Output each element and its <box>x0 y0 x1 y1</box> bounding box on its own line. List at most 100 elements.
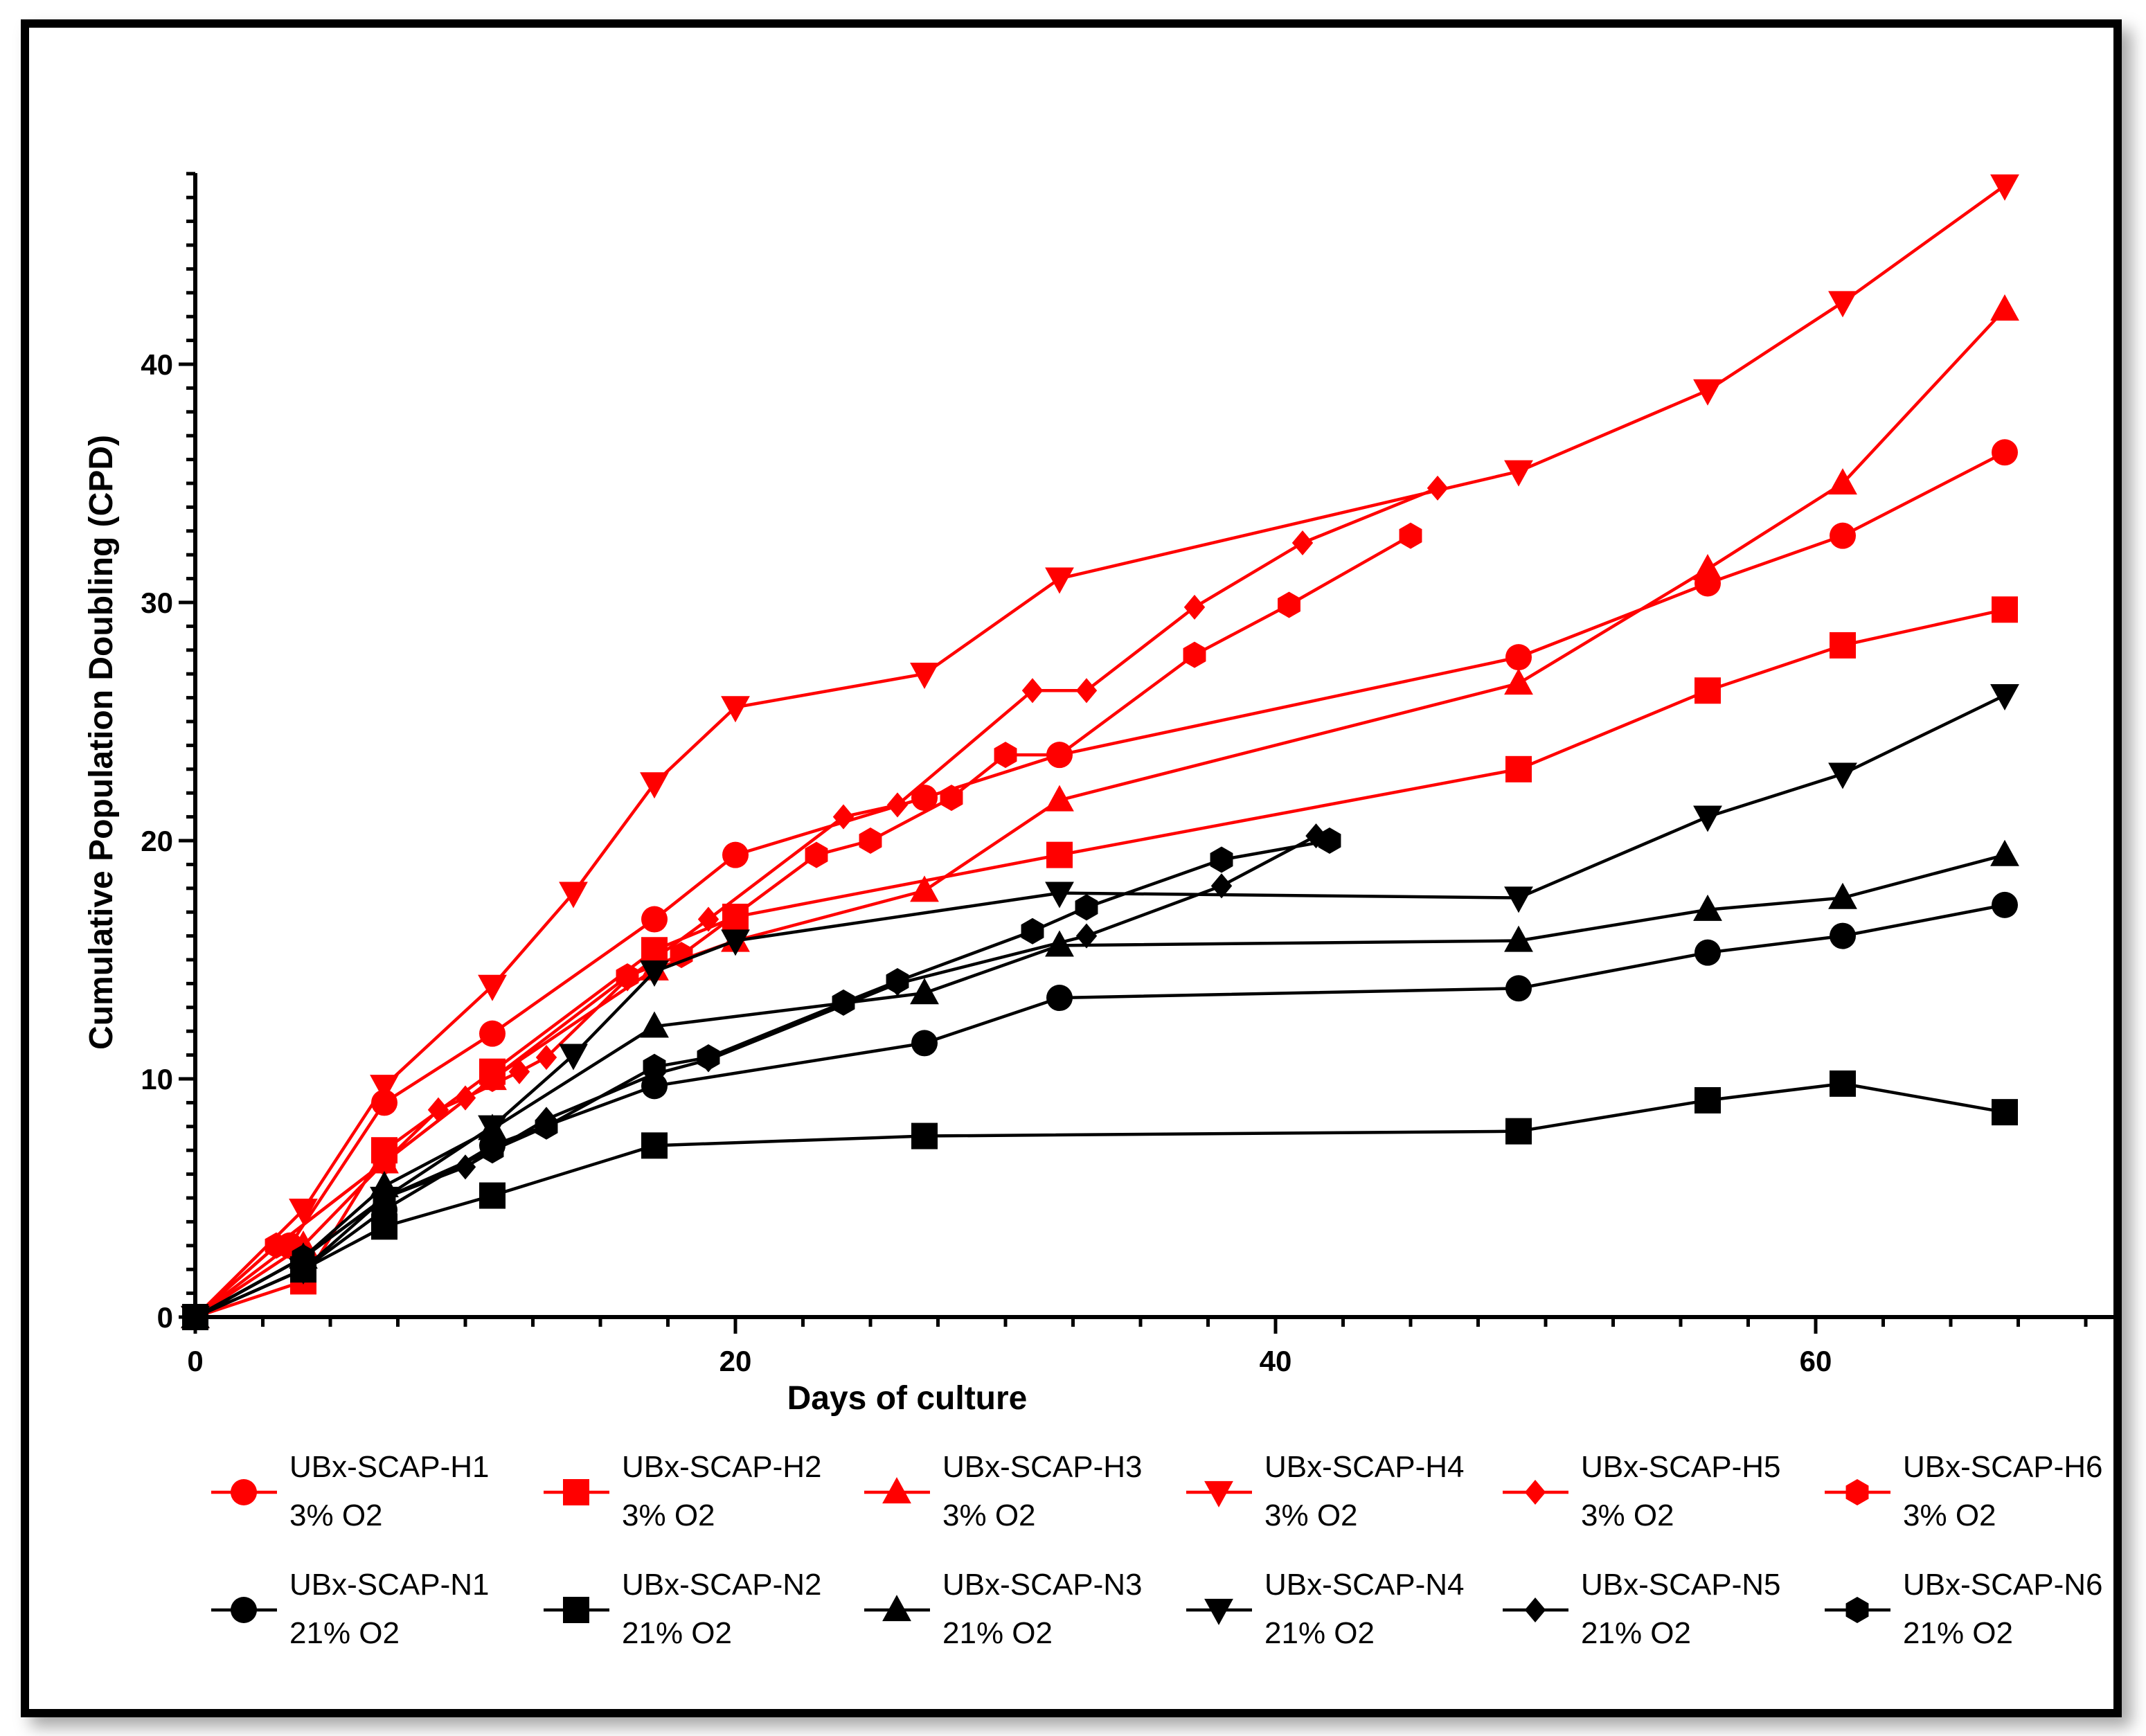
data-point <box>1399 522 1422 549</box>
data-point <box>1695 939 1721 966</box>
series-ubx-scap-h2 <box>182 596 2018 1330</box>
data-point <box>1075 923 1098 949</box>
data-point <box>1695 1086 1721 1113</box>
data-point <box>265 1232 288 1259</box>
data-point <box>1830 522 1856 549</box>
data-point <box>1828 762 1857 789</box>
series-line <box>194 534 1412 1318</box>
data-point <box>481 1137 504 1164</box>
series-line <box>194 486 1438 1318</box>
x-tick-label: 40 <box>1260 1345 1292 1377</box>
data-point <box>859 827 882 854</box>
data-point <box>1830 1070 1856 1097</box>
legend-item: UBx-SCAP-N5 21% O2 <box>1503 1568 1781 1650</box>
data-point <box>1045 882 1074 909</box>
data-point <box>1075 894 1098 921</box>
x-tick-label: 20 <box>719 1345 752 1377</box>
legend-marker <box>1204 1598 1233 1625</box>
data-point <box>1505 755 1532 782</box>
data-point <box>535 1113 558 1140</box>
series-line <box>195 1082 2005 1319</box>
legend-label: UBx-SCAP-N5 <box>1581 1568 1781 1602</box>
data-point <box>373 1149 396 1176</box>
legend-marker <box>563 1479 589 1505</box>
legend-label: UBx-SCAP-N2 <box>622 1568 822 1602</box>
y-tick-label: 0 <box>157 1301 173 1334</box>
legend-item: UBx-SCAP-H4 3% O2 <box>1186 1450 1465 1532</box>
legend-condition: 3% O2 <box>289 1498 383 1532</box>
data-point <box>1830 632 1856 659</box>
legend-label: UBx-SCAP-N1 <box>289 1568 490 1602</box>
data-point <box>721 696 750 723</box>
data-point <box>616 963 639 990</box>
data-point <box>1427 475 1449 501</box>
data-point <box>1830 922 1856 949</box>
data-point <box>1210 846 1233 873</box>
data-point <box>370 1075 399 1102</box>
data-point <box>1828 291 1857 318</box>
data-point <box>535 1044 557 1071</box>
data-point <box>1828 468 1857 495</box>
y-tick-label: 40 <box>141 348 173 381</box>
legend-label: UBx-SCAP-N6 <box>1903 1568 2103 1602</box>
data-point <box>670 942 693 969</box>
data-point <box>1990 684 2019 711</box>
data-point <box>1992 439 2018 466</box>
data-point <box>1504 886 1533 913</box>
legend-marker <box>231 1479 257 1505</box>
data-point <box>1021 918 1044 945</box>
x-axis-title: Days of culture <box>787 1380 1028 1417</box>
legend-label: UBx-SCAP-N4 <box>1264 1568 1465 1602</box>
x-tick-label: 60 <box>1800 1345 1832 1377</box>
legend-marker <box>1845 1597 1869 1623</box>
series-ubx-scap-n2 <box>182 1070 2018 1330</box>
data-point <box>641 1132 668 1159</box>
legend-label: UBx-SCAP-H6 <box>1903 1450 2103 1484</box>
data-point <box>1045 785 1074 812</box>
series-ubx-scap-n4 <box>181 684 2019 1332</box>
legend-item: UBx-SCAP-N2 21% O2 <box>544 1568 822 1650</box>
series-line <box>194 451 2006 1318</box>
legend-condition: 21% O2 <box>1581 1616 1691 1650</box>
data-point <box>478 1115 507 1142</box>
data-point <box>911 785 938 812</box>
legend-marker <box>1524 1479 1546 1505</box>
data-point <box>1183 594 1206 620</box>
data-point <box>1046 841 1073 868</box>
legend-condition: 21% O2 <box>1903 1616 2013 1650</box>
legend-condition: 3% O2 <box>1264 1498 1358 1532</box>
series-line <box>195 608 2005 1319</box>
legend-marker <box>563 1597 589 1623</box>
legend-item: UBx-SCAP-H1 3% O2 <box>211 1450 490 1532</box>
data-point <box>832 989 855 1016</box>
legend-marker <box>1524 1597 1546 1623</box>
data-point <box>1504 668 1533 695</box>
legend-marker <box>882 1595 911 1622</box>
legend-item: UBx-SCAP-H3 3% O2 <box>864 1450 1143 1532</box>
data-point <box>805 841 828 868</box>
legend-condition: 21% O2 <box>942 1616 1053 1650</box>
data-point <box>1045 567 1074 594</box>
data-point <box>697 1044 720 1071</box>
data-point <box>722 841 749 868</box>
series-ubx-scap-h6 <box>184 522 1422 1330</box>
data-point <box>1075 678 1098 704</box>
y-tick-label: 30 <box>141 587 173 619</box>
legend-item: UBx-SCAP-N1 21% O2 <box>211 1568 490 1650</box>
data-point <box>1021 678 1044 704</box>
series-line <box>195 694 2005 1319</box>
legend-item: UBx-SCAP-N3 21% O2 <box>864 1568 1143 1650</box>
legend-label: UBx-SCAP-N3 <box>942 1568 1143 1602</box>
series-line <box>195 903 2005 1319</box>
data-point <box>371 1213 397 1240</box>
data-point <box>886 792 909 818</box>
legend-marker <box>1204 1480 1233 1507</box>
series-line <box>194 308 2006 1318</box>
data-point <box>373 1185 396 1211</box>
data-point <box>1992 1099 2018 1126</box>
legend-item: UBx-SCAP-H6 3% O2 <box>1825 1450 2103 1532</box>
series-ubx-scap-h1 <box>182 439 2018 1330</box>
data-point <box>479 1182 506 1209</box>
legend-label: UBx-SCAP-H3 <box>942 1450 1143 1484</box>
